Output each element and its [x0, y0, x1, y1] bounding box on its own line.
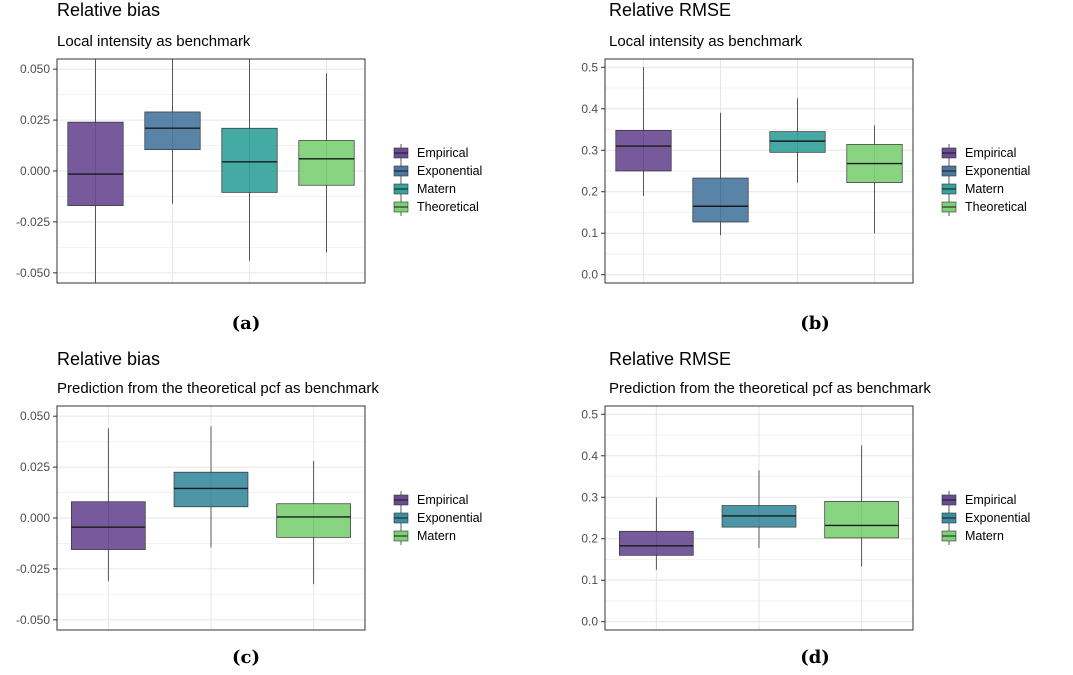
legend-item-exponential: Exponential: [941, 162, 1030, 180]
legend-label: Exponential: [417, 511, 482, 525]
box-matern: [221, 59, 278, 261]
y-tick-label: 0.000: [20, 511, 50, 525]
y-tick-label: 0.0: [581, 268, 598, 282]
box-iqr: [692, 177, 749, 223]
chart-d: 0.0 0.1 0.2 0.3 0.4 0.5 Empirical Exponential Ma…: [581, 405, 1030, 631]
legend-item-theoretical: Theoretical: [941, 198, 1027, 216]
chart-subtitle: Prediction from the theoretical pcf as b…: [57, 380, 379, 397]
box-exponential: [173, 426, 249, 548]
y-tick-label: -0.025: [16, 562, 50, 576]
legend-label: Empirical: [417, 493, 468, 507]
y-tick-label: 0.000: [20, 164, 50, 178]
y-tick-label: 0.1: [581, 226, 598, 240]
caption-a: (a): [231, 313, 261, 334]
legend-label: Matern: [417, 529, 456, 543]
plot-border: [604, 405, 914, 631]
y-tick-label: -0.025: [16, 215, 50, 229]
box-theoretical: [298, 73, 355, 253]
box-iqr: [173, 471, 249, 508]
y-tick-label: 0.3: [581, 143, 598, 157]
legend-item-exponential: Exponential: [393, 509, 482, 527]
legend-item-matern: Matern: [941, 527, 1004, 545]
y-tick-label: 0.025: [20, 113, 50, 127]
box-iqr: [276, 503, 351, 538]
box-matern: [769, 98, 826, 183]
legend-item-empirical: Empirical: [393, 491, 468, 509]
y-tick-label: 0.050: [20, 409, 50, 423]
y-tick-label: 0.5: [581, 407, 598, 421]
legend-item-matern: Matern: [941, 180, 1004, 198]
chart-subtitle: Local intensity as benchmark: [57, 33, 251, 50]
box-iqr: [619, 530, 694, 556]
box-iqr: [298, 140, 355, 186]
box-iqr: [769, 131, 826, 153]
box-iqr: [144, 111, 201, 150]
y-tick-label: 0.2: [581, 532, 598, 546]
caption-d: (d): [800, 647, 830, 668]
box-empirical: [71, 428, 146, 582]
box-exponential: [692, 112, 749, 236]
y-tick-label: 0.1: [581, 573, 598, 587]
box-matern: [276, 460, 351, 585]
chart-subtitle: Local intensity as benchmark: [609, 33, 803, 50]
chart-b: 0.0 0.1 0.2 0.3 0.4 0.5 Empirical Exponential Ma…: [581, 58, 1030, 284]
legend-item-empirical: Empirical: [941, 144, 1016, 162]
legend-item-matern: Matern: [393, 180, 456, 198]
box-iqr: [615, 129, 672, 172]
y-tick-label: 0.025: [20, 460, 50, 474]
box-empirical: [615, 67, 672, 196]
box-iqr: [221, 127, 278, 193]
legend-label: Empirical: [417, 146, 468, 160]
legend-label: Matern: [965, 529, 1004, 543]
legend-label: Exponential: [965, 164, 1030, 178]
y-tick-label: 0.4: [581, 102, 598, 116]
box-iqr: [67, 121, 124, 206]
box-exponential: [721, 470, 797, 548]
legend-item-empirical: Empirical: [393, 144, 468, 162]
box-theoretical: [846, 125, 903, 234]
chart-subtitle: Prediction from the theoretical pcf as b…: [609, 380, 931, 397]
caption-b: (b): [800, 313, 830, 334]
legend-item-empirical: Empirical: [941, 491, 1016, 509]
y-tick-label: 0.5: [581, 60, 598, 74]
legend-item-exponential: Exponential: [941, 509, 1030, 527]
legend-label: Exponential: [417, 164, 482, 178]
legend-label: Empirical: [965, 493, 1016, 507]
legend-label: Matern: [965, 182, 1004, 196]
legend-item-theoretical: Theoretical: [393, 198, 479, 216]
legend-item-exponential: Exponential: [393, 162, 482, 180]
y-tick-label: -0.050: [16, 613, 50, 627]
y-tick-label: 0.2: [581, 185, 598, 199]
y-tick-label: 0.3: [581, 490, 598, 504]
box-exponential: [144, 59, 201, 204]
y-tick-label: 0.050: [20, 62, 50, 76]
chart-c: -0.050 -0.025 0.000 0.025 0.050 Empirical Expo…: [16, 405, 482, 631]
chart-title: Relative bias: [57, 349, 161, 369]
legend-label: Exponential: [965, 511, 1030, 525]
box-empirical: [619, 497, 694, 570]
box-iqr: [71, 501, 146, 550]
legend-label: Matern: [417, 182, 456, 196]
y-tick-label: 0.0: [581, 615, 598, 629]
legend-label: Theoretical: [417, 200, 479, 214]
plot-border: [604, 58, 914, 284]
chart-title: Relative RMSE: [609, 0, 732, 20]
box-iqr: [824, 501, 899, 539]
legend-label: Empirical: [965, 146, 1016, 160]
caption-c: (c): [232, 647, 260, 668]
y-tick-label: 0.4: [581, 449, 598, 463]
legend-label: Theoretical: [965, 200, 1027, 214]
chart-title: Relative RMSE: [609, 349, 732, 369]
legend-item-matern: Matern: [393, 527, 456, 545]
y-tick-label: -0.050: [16, 266, 50, 280]
chart-a: -0.050 -0.025 0.000 0.025 0.050 Empirical Expo…: [16, 58, 482, 284]
box-empirical: [67, 59, 124, 283]
chart-title: Relative bias: [57, 0, 161, 20]
box-matern: [824, 445, 899, 567]
